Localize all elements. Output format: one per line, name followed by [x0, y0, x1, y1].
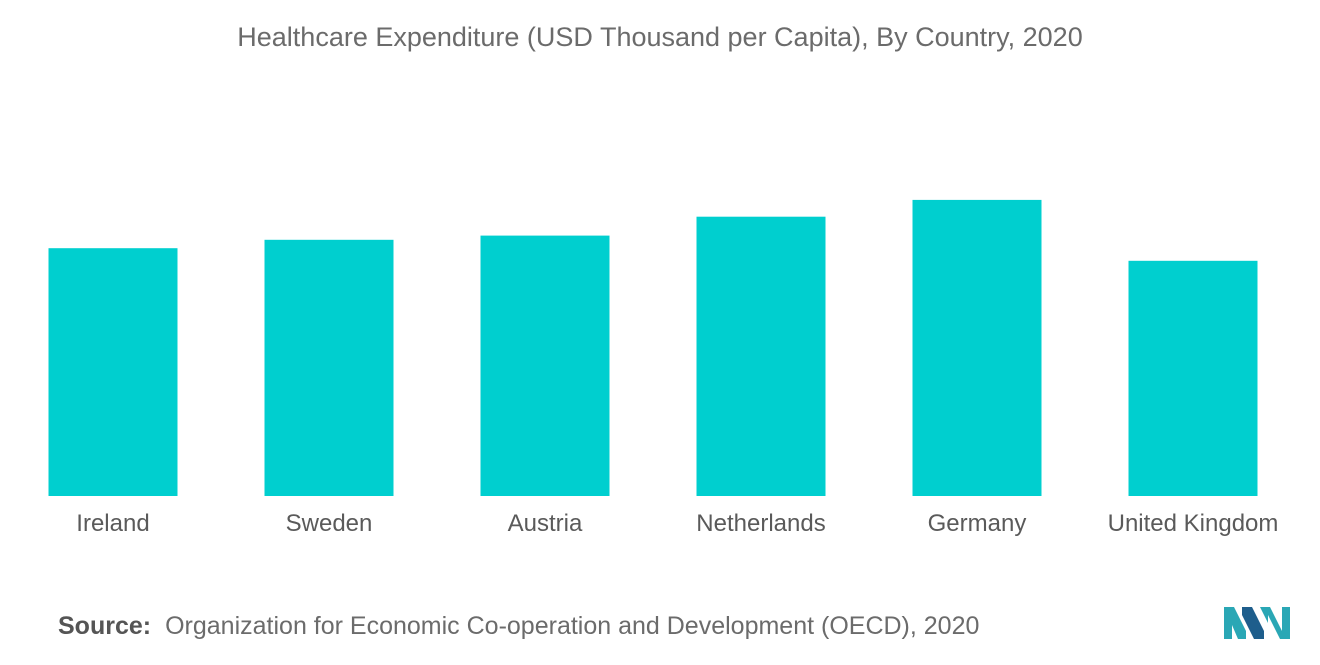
source-text: Organization for Economic Co-operation a…: [165, 612, 980, 640]
category-label: United Kingdom: [1108, 510, 1279, 537]
bar-sweden: [264, 239, 394, 497]
source-label: Source:: [58, 612, 152, 640]
category-label: Germany: [928, 510, 1027, 537]
bar-netherlands: [696, 216, 826, 496]
bar-chart: Ireland Sweden Austria Netherlands Germany Un…: [48, 199, 1278, 537]
bar-united-kingdom: [1128, 260, 1258, 496]
mordor-intelligence-logo-icon: [1224, 607, 1290, 639]
category-label: Sweden: [286, 510, 373, 537]
bar-ireland: [48, 248, 178, 496]
bar-germany: [912, 199, 1042, 496]
category-labels-group: Ireland Sweden Austria Netherlands Germany Un…: [76, 510, 1278, 537]
chart-title: Healthcare Expenditure (USD Thousand per…: [237, 22, 1083, 52]
category-label: Austria: [508, 510, 583, 537]
category-label: Ireland: [76, 510, 149, 537]
bars-group: [48, 199, 1258, 497]
category-label: Netherlands: [696, 510, 825, 537]
bar-austria: [480, 235, 610, 496]
source-note: Source: Organization for Economic Co-oper…: [58, 612, 979, 641]
